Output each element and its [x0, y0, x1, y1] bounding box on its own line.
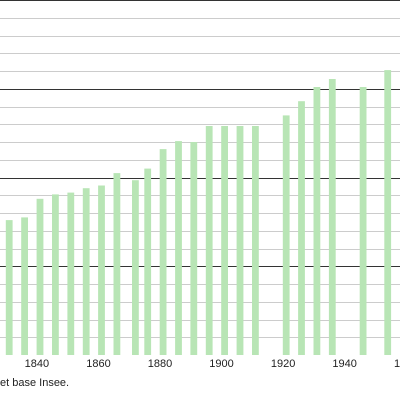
bar — [113, 173, 121, 355]
bar — [252, 126, 259, 355]
bar — [384, 70, 392, 355]
x-tick-label: 1960 — [394, 358, 400, 370]
bar — [282, 115, 290, 356]
bar — [221, 126, 228, 355]
bar — [36, 198, 44, 355]
bar — [313, 87, 321, 355]
bar — [328, 79, 336, 355]
x-tick-label: 1880 — [148, 358, 172, 370]
bar — [190, 142, 198, 355]
bar — [175, 141, 182, 355]
x-tick-label: 1860 — [86, 358, 110, 370]
bar — [205, 126, 213, 355]
bar — [132, 180, 139, 355]
bar — [21, 217, 28, 355]
bar — [359, 87, 367, 355]
bar — [52, 194, 59, 355]
x-tick-label: 1900 — [209, 358, 233, 370]
source-note: et base Insee. — [0, 377, 70, 389]
x-tick-label: 1840 — [25, 358, 49, 370]
bar — [67, 192, 75, 355]
bar — [82, 188, 90, 355]
bar — [5, 220, 13, 355]
bar — [98, 185, 105, 355]
x-tick-label: 1920 — [271, 358, 295, 370]
bar — [298, 101, 305, 355]
bar — [144, 168, 152, 355]
bar — [236, 126, 244, 355]
bar — [159, 149, 167, 355]
x-tick-label: 1940 — [332, 358, 356, 370]
